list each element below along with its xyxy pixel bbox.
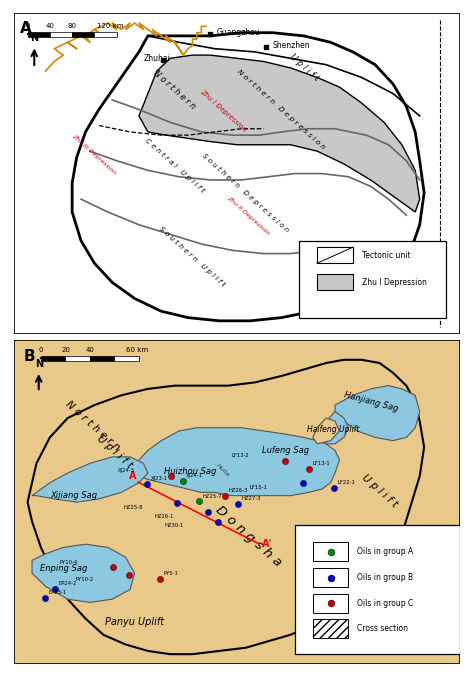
Polygon shape (139, 55, 419, 212)
Text: Zhu III Depression: Zhu III Depression (72, 133, 118, 175)
Text: Huila: Huila (215, 463, 230, 478)
Text: S o u t h e r n   U p l i f t: S o u t h e r n U p l i f t (158, 226, 227, 288)
Text: A': A' (262, 539, 272, 549)
Text: Oils in group B: Oils in group B (357, 573, 413, 582)
Polygon shape (126, 428, 339, 495)
Text: Panyu Uplift: Panyu Uplift (105, 617, 164, 627)
FancyBboxPatch shape (90, 356, 114, 361)
Text: Shenzhen: Shenzhen (273, 41, 310, 50)
Polygon shape (27, 360, 424, 654)
Text: 20: 20 (61, 346, 70, 353)
Text: XJ24-1: XJ24-1 (186, 473, 203, 479)
FancyBboxPatch shape (14, 13, 460, 334)
Text: S o u t h e r n   D e p r e s s i o n: S o u t h e r n D e p r e s s i o n (201, 152, 291, 233)
Text: HZ30-1: HZ30-1 (165, 524, 184, 528)
Text: Enping Sag: Enping Sag (39, 564, 87, 573)
FancyBboxPatch shape (94, 32, 117, 37)
Text: 120 km: 120 km (97, 23, 123, 29)
Text: 60 km: 60 km (126, 346, 148, 353)
Text: LF15-1: LF15-1 (249, 485, 267, 490)
Text: Zhuhai: Zhuhai (143, 54, 170, 63)
Text: 80: 80 (68, 23, 77, 29)
Text: Zhu I Depression: Zhu I Depression (200, 89, 248, 133)
Text: EP23-1: EP23-1 (48, 590, 66, 594)
FancyBboxPatch shape (317, 247, 353, 263)
FancyBboxPatch shape (114, 356, 139, 361)
Text: A: A (129, 471, 137, 481)
Text: 0: 0 (39, 346, 43, 353)
FancyBboxPatch shape (313, 568, 348, 587)
FancyBboxPatch shape (65, 356, 90, 361)
Text: D o n g s h a: D o n g s h a (212, 503, 284, 569)
FancyBboxPatch shape (50, 32, 72, 37)
Text: A: A (19, 22, 31, 36)
Text: Hanjiang Sag: Hanjiang Sag (343, 390, 399, 413)
Text: Xijiang Sag: Xijiang Sag (51, 491, 98, 500)
Text: Zhu I Depression: Zhu I Depression (362, 278, 427, 287)
Text: HZ27-3: HZ27-3 (241, 496, 261, 501)
Text: Tectonic unit: Tectonic unit (362, 251, 410, 259)
Polygon shape (335, 386, 419, 441)
Text: PY10-2: PY10-2 (76, 577, 94, 582)
Polygon shape (326, 412, 348, 444)
Text: HZ26-3: HZ26-3 (228, 489, 247, 493)
Text: LF22-1: LF22-1 (337, 480, 356, 485)
Polygon shape (313, 418, 339, 444)
Text: XJ23-1: XJ23-1 (151, 477, 168, 481)
Text: N o r t h e r n   D e p r e s s i o n: N o r t h e r n D e p r e s s i o n (237, 69, 327, 150)
Text: XJ24-3: XJ24-3 (118, 468, 135, 472)
Text: U p l i f t: U p l i f t (360, 472, 399, 510)
Text: LF13-2: LF13-2 (232, 453, 249, 458)
FancyBboxPatch shape (41, 356, 65, 361)
FancyBboxPatch shape (313, 619, 348, 638)
Text: HZ25-7: HZ25-7 (203, 493, 222, 499)
Text: Haifeng Uplift: Haifeng Uplift (307, 425, 359, 434)
Polygon shape (32, 544, 135, 603)
FancyBboxPatch shape (27, 32, 50, 37)
Text: U p l i f t: U p l i f t (95, 433, 134, 470)
Polygon shape (32, 457, 148, 502)
Text: Zhu II Depression: Zhu II Depression (226, 195, 270, 235)
Text: B: B (24, 349, 36, 365)
Text: C e n t r a l   U p l i f t: C e n t r a l U p l i f t (144, 137, 205, 193)
FancyBboxPatch shape (72, 32, 94, 37)
Text: EP24-2: EP24-2 (59, 581, 77, 586)
Polygon shape (72, 33, 424, 321)
Text: N o r t h e r n: N o r t h e r n (152, 69, 197, 111)
Text: Oils in group C: Oils in group C (357, 599, 413, 608)
Text: N: N (35, 359, 43, 369)
Text: PY10-4: PY10-4 (60, 559, 78, 565)
FancyBboxPatch shape (313, 594, 348, 613)
Text: PY5-1: PY5-1 (164, 572, 179, 576)
Text: 40: 40 (46, 23, 55, 29)
Text: 40: 40 (85, 346, 94, 353)
Text: Oils in group A: Oils in group A (357, 547, 413, 556)
FancyBboxPatch shape (14, 340, 460, 664)
Text: Huizhou Sag: Huizhou Sag (164, 467, 217, 476)
Text: Guangzhou: Guangzhou (217, 28, 261, 37)
Text: HZ25-8: HZ25-8 (123, 505, 143, 510)
Text: Lufeng Sag: Lufeng Sag (263, 446, 310, 455)
Text: Cross section: Cross section (357, 624, 408, 633)
Text: N: N (30, 33, 38, 42)
Text: 0: 0 (25, 23, 30, 29)
Text: U p l i f t: U p l i f t (288, 53, 320, 83)
FancyBboxPatch shape (317, 274, 353, 290)
FancyBboxPatch shape (295, 525, 460, 654)
Text: LF13-1: LF13-1 (313, 461, 330, 466)
FancyBboxPatch shape (300, 241, 447, 317)
FancyBboxPatch shape (313, 543, 348, 561)
Text: N o r t h e r n: N o r t h e r n (63, 399, 121, 453)
Text: HZ26-1: HZ26-1 (155, 514, 174, 519)
